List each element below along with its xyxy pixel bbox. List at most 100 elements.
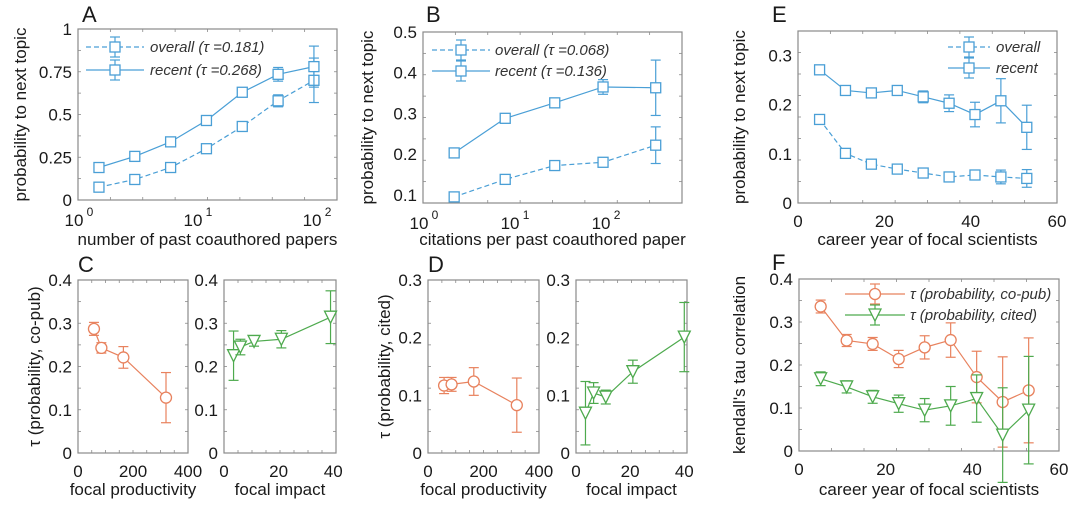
x-tick-exponent: 0 [432, 208, 439, 222]
x-tick-exponent: 2 [614, 208, 621, 222]
square-marker [1021, 121, 1033, 133]
y-tick-label: 0.4 [769, 270, 793, 289]
y-tick-label: 0 [784, 442, 793, 461]
square-marker [499, 112, 511, 124]
square-marker [917, 167, 929, 179]
x-axis-label: focal productivity [420, 480, 547, 499]
x-tick-label: 10 [303, 211, 322, 230]
axes-frame [798, 278, 1060, 452]
square-marker [865, 158, 878, 170]
square-marker [963, 62, 975, 74]
x-tick-label: 200 [119, 462, 147, 481]
square-marker [1021, 172, 1033, 185]
triangle-marker [943, 399, 958, 414]
x-axis-label: focal productivity [70, 480, 197, 499]
circle-marker [159, 391, 173, 404]
x-tick-label: 200 [469, 462, 497, 481]
circle-marker [944, 333, 957, 347]
square-marker [650, 139, 662, 151]
square-marker [455, 44, 467, 56]
y-tick-label: 0.2 [398, 329, 422, 348]
y-axis-label: τ (probability, co-pub) [25, 286, 44, 446]
x-tick-label: 10 [410, 214, 429, 233]
square-marker [93, 161, 105, 174]
y-tick-label: 0.4 [393, 64, 417, 83]
legend-label: overall (τ =0.181) [150, 39, 264, 56]
panel-letter: F [772, 250, 785, 275]
circle-marker [866, 337, 879, 351]
x-axis-label: focal impact [586, 480, 677, 499]
y-tick-label: 0.3 [48, 314, 72, 333]
x-axis-label: career year of focal scientists [817, 230, 1037, 249]
x-tick-label: 40 [963, 460, 982, 479]
x-tick-label: 0 [423, 462, 432, 481]
y-tick-label: 0.2 [768, 96, 792, 115]
x-tick-label: 60 [1048, 212, 1067, 231]
legend-label: overall (τ =0.068) [495, 42, 609, 59]
y-tick-label: 0.2 [194, 358, 218, 377]
x-axis-label: focal impact [235, 480, 326, 499]
y-tick-label: 0.1 [768, 145, 792, 164]
square-marker [499, 173, 511, 186]
circle-marker [467, 375, 480, 388]
y-tick-label: 0.5 [393, 23, 417, 42]
y-tick-label: 0.4 [194, 271, 218, 290]
y-tick-label: 0 [413, 444, 422, 463]
x-tick-label: 400 [525, 462, 553, 481]
square-marker [963, 41, 975, 53]
x-tick-exponent: 1 [206, 205, 213, 219]
square-marker [448, 191, 460, 203]
square-marker [839, 147, 852, 160]
y-tick-label: 0.2 [546, 329, 570, 348]
square-marker [455, 65, 467, 77]
circle-marker [840, 334, 853, 347]
triangle-marker [274, 332, 289, 347]
square-marker [943, 97, 955, 109]
y-tick-label: 0.3 [398, 271, 422, 290]
y-tick-label: 0.1 [393, 186, 417, 205]
y-tick-label: 0.1 [398, 386, 422, 405]
x-axis-label: number of past coauthored papers [78, 230, 338, 249]
y-axis-label: probability to next topic [11, 27, 30, 201]
triangle-marker [677, 330, 692, 345]
circle-marker [510, 398, 523, 412]
y-tick-label: 0 [63, 444, 72, 463]
square-marker [109, 41, 121, 53]
y-tick-label: 0.3 [194, 314, 218, 333]
square-marker [597, 81, 609, 93]
triangle-marker [839, 380, 854, 395]
circle-marker [87, 322, 101, 336]
x-tick-label: 20 [269, 462, 288, 481]
x-tick-label: 10 [501, 214, 520, 233]
square-marker [549, 159, 561, 172]
circle-marker [868, 287, 882, 301]
axes-frame [223, 279, 337, 454]
y-tick-label: 0.3 [546, 271, 570, 290]
square-marker [813, 64, 826, 76]
y-axis-label: probability to next topic [730, 30, 749, 204]
triangle-marker [598, 390, 613, 405]
y-tick-label: 0.1 [194, 401, 218, 420]
x-tick-label: 60 [1050, 460, 1069, 479]
square-marker [995, 95, 1007, 107]
triangle-marker [1021, 403, 1036, 418]
triangle-marker [969, 391, 984, 406]
square-marker [813, 113, 826, 126]
panel-letter: D [428, 252, 444, 277]
y-axis-label: probability to next topic [358, 30, 377, 204]
square-marker [236, 86, 248, 98]
square-marker [891, 163, 903, 175]
legend-label: τ (probability, cited) [910, 307, 1037, 324]
circle-marker [117, 351, 130, 364]
circle-marker [814, 300, 827, 313]
x-axis-label: citations per past coauthored paper [419, 230, 686, 249]
x-tick-label: 0 [794, 460, 803, 479]
legend-label: recent [996, 60, 1039, 77]
y-tick-label: 0.5 [48, 106, 72, 125]
triangle-marker [813, 372, 828, 387]
triangle-marker [586, 386, 601, 401]
